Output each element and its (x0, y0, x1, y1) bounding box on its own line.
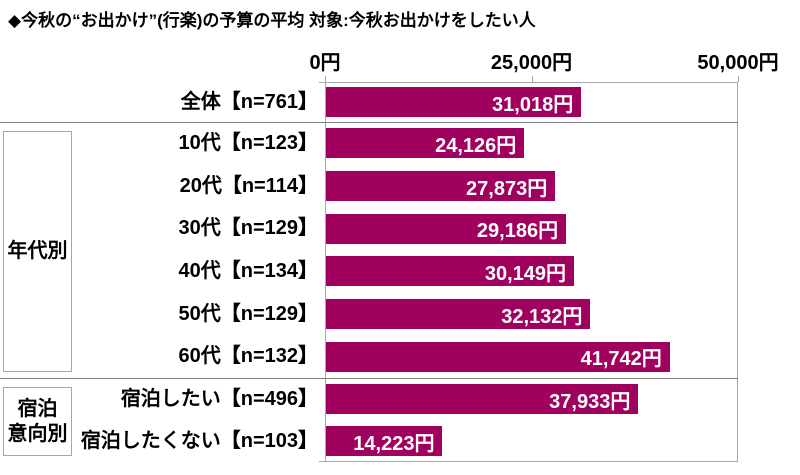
bar-value-label: 14,223円 (353, 432, 435, 455)
row-label: 全体【n=761】 (180, 91, 318, 113)
bar: 37,933円 (326, 384, 639, 414)
bar-value-label: 29,186円 (476, 220, 559, 243)
bar-value-label: 37,933円 (549, 390, 631, 413)
group-separator-line (0, 378, 738, 379)
group-box-label: 意向別 (7, 422, 68, 445)
row-label: 40代【n=134】 (178, 260, 318, 282)
axis-tick-mark (531, 76, 533, 82)
row-label: 宿泊したくない【n=103】 (80, 430, 318, 452)
bar: 27,873円 (326, 171, 556, 201)
axis-tick-mark (319, 82, 325, 83)
group-box-label: 年代別 (7, 240, 68, 262)
axis-tick-mark (325, 76, 326, 82)
bar: 41,742円 (326, 341, 670, 372)
chart-title: ◆今秋の“お出かけ”(行楽)の予算の平均 対象:今秋お出かけをしたい人 (8, 11, 536, 30)
row-label: 50代【n=129】 (178, 302, 318, 325)
bar: 14,223円 (326, 426, 443, 456)
group-box-label: 宿泊 (17, 397, 58, 420)
axis-tick-label: 0円 (309, 52, 341, 74)
bar-value-label: 30,149円 (484, 262, 567, 285)
bar: 31,018円 (326, 87, 582, 117)
bar: 24,126円 (326, 128, 525, 159)
row-label: 60代【n=132】 (178, 345, 318, 368)
axis-tick-mark (738, 76, 739, 82)
group-box-stay-intent: 宿泊 意向別 (3, 387, 72, 456)
row-label: 30代【n=129】 (178, 217, 318, 240)
bar: 30,149円 (326, 256, 575, 287)
group-box-age: 年代別 (3, 131, 72, 372)
axis-tick-label: 50,000円 (697, 52, 779, 74)
axis-tick-label: 25,000円 (490, 52, 573, 74)
row-label: 宿泊したい【n=496】 (120, 388, 318, 410)
bar: 29,186円 (326, 213, 567, 244)
bar: 32,132円 (326, 299, 591, 329)
bar-value-label: 27,873円 (466, 177, 548, 200)
group-separator-line (0, 122, 738, 123)
bar-value-label: 41,742円 (580, 348, 662, 371)
row-label: 20代【n=114】 (179, 174, 318, 197)
bar-value-label: 31,018円 (492, 93, 574, 116)
row-label: 10代【n=123】 (178, 132, 318, 154)
bar-value-label: 32,132円 (501, 305, 583, 328)
axis-tick-mark (319, 461, 325, 462)
bar-value-label: 24,126円 (435, 134, 517, 157)
